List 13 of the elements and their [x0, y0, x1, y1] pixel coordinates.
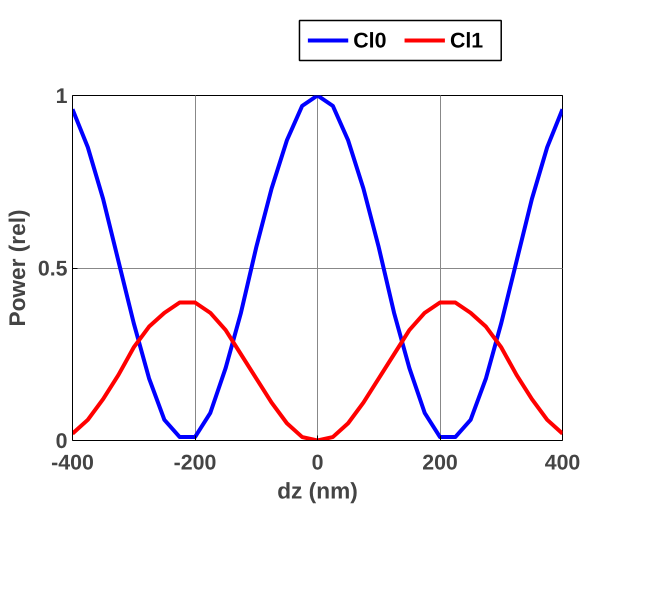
x-axis-title: dz (nm) — [277, 478, 358, 504]
x-tick-label: -200 — [174, 450, 216, 474]
y-axis-title: Power (rel) — [4, 209, 30, 327]
x-tick-label: -400 — [51, 450, 94, 474]
x-tick-label: 400 — [544, 450, 580, 474]
y-tick-label: 0.5 — [38, 256, 68, 280]
x-tick-label: 0 — [312, 450, 324, 474]
y-tick-label: 1 — [56, 84, 68, 108]
x-tick-label: 200 — [422, 450, 458, 474]
y-tick-label: 0 — [56, 429, 68, 453]
legend-label: Cl1 — [450, 28, 484, 52]
line-series — [72, 96, 562, 440]
legend-label: Cl0 — [353, 28, 386, 52]
